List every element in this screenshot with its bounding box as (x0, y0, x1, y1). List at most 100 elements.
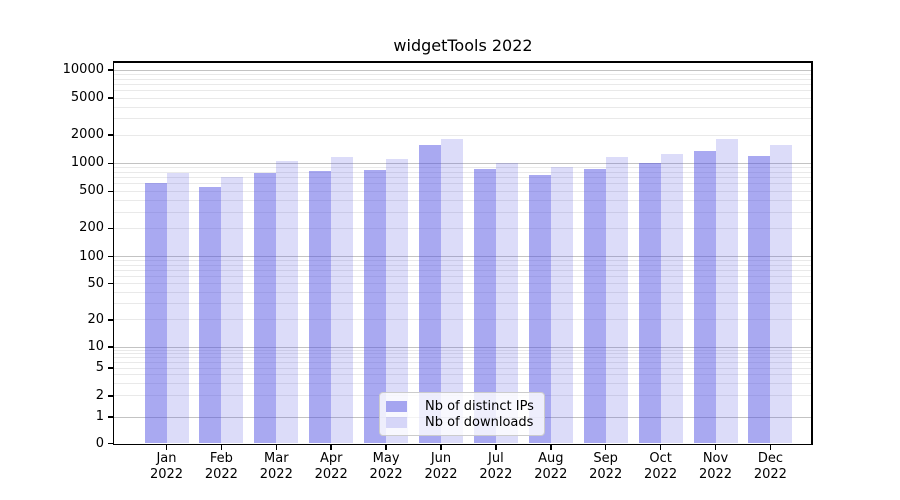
bar-downloads (221, 176, 244, 444)
gridline-major (114, 346, 812, 348)
x-tick-month: Sep (593, 451, 618, 466)
bar-downloads (770, 145, 793, 444)
x-tick-month: Jun (430, 451, 452, 466)
y-tick-label: 10000 (62, 62, 104, 77)
y-tick-mark (108, 367, 113, 369)
y-tick-mark (108, 416, 113, 418)
x-tick-month: Dec (757, 451, 783, 466)
y-tick-label: 5 (95, 360, 104, 376)
gridline-minor (114, 270, 812, 272)
y-tick-label: 2 (95, 387, 104, 403)
gridline-minor (114, 264, 812, 266)
x-tick-label: Nov 2022 (681, 451, 751, 483)
x-tick-year: 2022 (753, 467, 787, 482)
y-tick-mark (108, 346, 113, 348)
legend-label-downloads: Nb of downloads (425, 414, 534, 430)
bar-downloads (386, 159, 409, 444)
x-tick-mark (165, 445, 168, 450)
gridline-minor (114, 190, 812, 192)
y-tick-mark (108, 134, 113, 136)
x-tick-year: 2022 (479, 467, 513, 482)
gridline-minor (114, 367, 812, 369)
y-tick-label: 50 (87, 275, 104, 291)
y-tick-label: 1 (95, 409, 104, 424)
x-tick-mark (604, 445, 607, 450)
gridline-minor (114, 319, 812, 321)
gridline-minor (114, 276, 812, 278)
chart-title: widgetTools 2022 (393, 36, 533, 55)
bar-distinct-ips (693, 150, 716, 444)
bar-downloads (441, 139, 463, 444)
x-tick-year: 2022 (149, 467, 184, 482)
axis-spine-bottom (112, 443, 813, 445)
bar-distinct-ips (473, 169, 496, 444)
x-tick-label: Apr 2022 (296, 451, 366, 483)
x-tick-year: 2022 (698, 467, 733, 482)
y-tick-label: 0 (95, 435, 104, 451)
gridline-minor (114, 97, 812, 99)
x-tick-label: Sep 2022 (571, 451, 641, 483)
x-tick-year: 2022 (314, 467, 348, 482)
gridline-minor (114, 118, 812, 120)
x-tick-month: Oct (649, 451, 672, 466)
legend-entry-distinct-ips: Nb of distinct IPs (386, 398, 538, 414)
gridline-major (114, 69, 812, 71)
x-tick-month: May (372, 451, 400, 466)
x-tick-month: Nov (702, 451, 729, 466)
gridline-minor (114, 199, 812, 201)
gridline-major (114, 256, 812, 257)
gridline-minor (114, 167, 812, 169)
x-tick-year: 2022 (644, 467, 678, 482)
x-tick-mark (220, 445, 223, 450)
bar-distinct-ips (528, 174, 551, 444)
gridline-minor (114, 362, 812, 364)
gridline-minor (114, 349, 812, 351)
x-tick-label: Mar 2022 (241, 451, 311, 483)
x-tick-label: Feb 2022 (186, 451, 256, 483)
gridline-minor (114, 211, 812, 213)
bar-distinct-ips (748, 156, 771, 444)
x-tick-label: Jun 2022 (406, 451, 476, 483)
gridline-minor (114, 283, 812, 285)
bar-distinct-ips (583, 169, 606, 444)
x-tick-mark (550, 445, 552, 450)
x-tick-month: Jan (156, 451, 177, 466)
y-tick-mark (108, 319, 113, 321)
gridline-minor (114, 374, 812, 376)
y-tick-label: 10 (87, 339, 104, 354)
y-tick-label: 500 (79, 183, 104, 199)
x-tick-mark (769, 445, 772, 450)
bar-downloads (166, 172, 189, 444)
x-tick-mark (385, 445, 387, 450)
gridline-minor (114, 183, 812, 185)
y-tick-mark (108, 395, 113, 397)
y-tick-label: 200 (79, 220, 104, 236)
gridline-minor (114, 171, 812, 173)
gridline-minor (114, 177, 812, 179)
y-tick-mark (108, 69, 113, 71)
legend-entry-downloads: Nb of downloads (386, 414, 538, 430)
legend-label-distinct-ips: Nb of distinct IPs (425, 398, 534, 414)
x-tick-year: 2022 (259, 467, 293, 482)
x-tick-label: Jan 2022 (132, 451, 202, 483)
x-tick-month: Feb (209, 451, 233, 466)
gridline-major (114, 162, 812, 164)
x-tick-label: Jul 2022 (461, 451, 531, 483)
gridline-minor (114, 83, 812, 85)
y-tick-label: 5000 (70, 90, 104, 106)
gridline-minor (114, 106, 812, 108)
x-tick-year: 2022 (204, 467, 238, 482)
legend: Nb of distinct IPs Nb of downloads (379, 392, 545, 436)
y-tick-mark (108, 97, 113, 99)
x-tick-month: Jul (488, 451, 504, 466)
x-tick-year: 2022 (424, 467, 458, 482)
x-tick-month: Aug (538, 451, 564, 466)
x-tick-year: 2022 (369, 467, 403, 482)
x-tick-mark (330, 445, 332, 450)
gridline-minor (114, 73, 812, 75)
x-tick-label: Oct 2022 (626, 451, 696, 483)
axis-spine-right (811, 61, 813, 445)
gridline-minor (114, 78, 812, 80)
bar-downloads (331, 157, 354, 444)
